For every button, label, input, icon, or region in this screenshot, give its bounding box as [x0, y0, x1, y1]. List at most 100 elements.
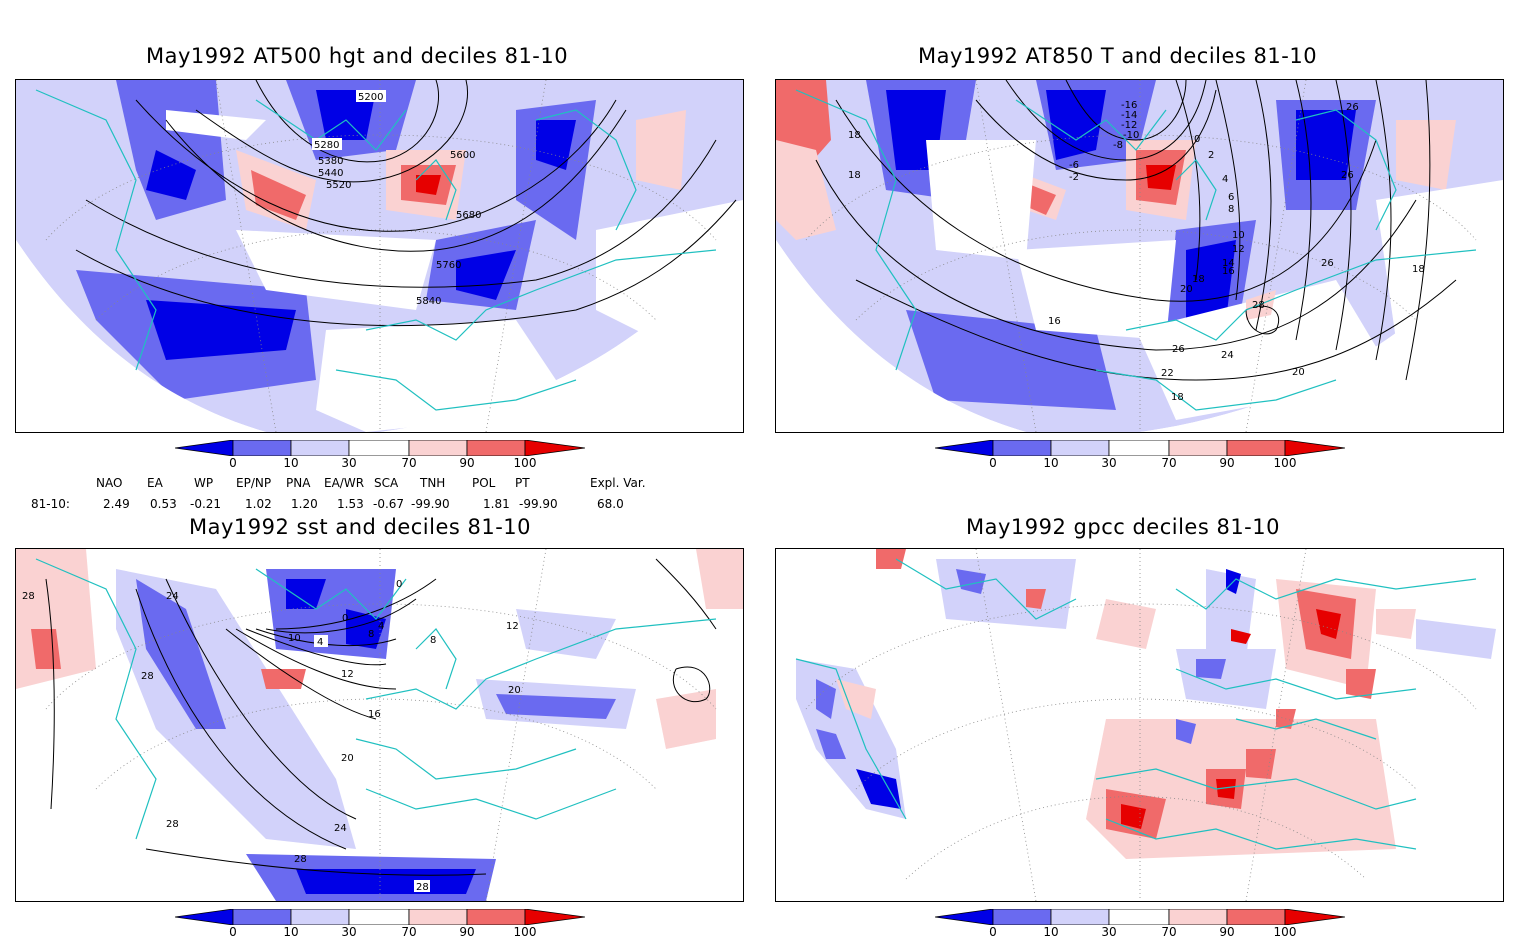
index-header: POL: [472, 476, 496, 490]
contour-label: 4: [378, 621, 384, 632]
shading-layer: [796, 549, 1496, 859]
colorbar-strip: [935, 909, 1345, 925]
colorbar-tick: 30: [1101, 925, 1117, 939]
index-value: 0.53: [150, 497, 177, 511]
colorbar-sst: 0 10 30 70 90 100: [175, 909, 585, 949]
contour-label: 18: [848, 130, 861, 141]
colorbar-tick: 90: [1219, 456, 1235, 470]
contour-label: 5380: [318, 156, 343, 167]
contour-label: 10: [1232, 230, 1245, 241]
map-panel-sst: 28 24 28 0 0 4 8 4 10 8 12 12 16 20 20 2…: [15, 548, 744, 902]
index-header: NAO: [96, 476, 123, 490]
index-value: -99.90: [519, 497, 558, 511]
contour-label: 5600: [450, 150, 475, 161]
colorbar-tick: 70: [1161, 925, 1177, 939]
index-header: WP: [194, 476, 214, 490]
coastlines: [795, 558, 1477, 850]
colorbar-tick: 0: [989, 925, 997, 939]
contour-label: 18: [1412, 264, 1425, 275]
contours: [815, 80, 1457, 381]
map-panel-at850: -16 -14 -12 -10 -8 -6 -2 0 2 4 6 8 10 12…: [775, 79, 1504, 433]
contour-label: 28: [166, 819, 179, 830]
colorbar-gpcc: 0 10 30 70 90 100: [935, 909, 1345, 949]
colorbar-tick: 30: [1101, 456, 1117, 470]
contour-label: 28: [1252, 300, 1265, 311]
contour-label: 0: [1194, 134, 1200, 145]
index-value: 1.20: [291, 497, 318, 511]
contour-label: 20: [508, 685, 521, 696]
contour-label: 28: [416, 882, 429, 893]
coastlines: [35, 558, 717, 840]
index-headers: NAO EA WP EP/NP PNA EA/WR SCA TNH POL PT…: [0, 476, 760, 492]
index-value: -0.21: [190, 497, 222, 511]
panel-title-gpcc: May1992 gpcc deciles 81-10: [966, 515, 1280, 539]
contour-label: -8: [1113, 140, 1123, 151]
contour-label: 12: [1232, 244, 1245, 255]
contour-label: -12: [1121, 120, 1137, 131]
contour-label: 28: [294, 854, 307, 865]
contour-label: 26: [1346, 102, 1359, 113]
contour-label: 12: [506, 621, 519, 632]
colorbar-tick: 10: [283, 456, 299, 470]
index-value: 68.0: [597, 497, 624, 511]
contour-label: 20: [1180, 284, 1193, 295]
contour-label: 16: [1048, 316, 1061, 327]
contour-label: 28: [141, 671, 154, 682]
graticule: [45, 549, 717, 901]
contour-label: 24: [1221, 350, 1234, 361]
colorbar-strip: [175, 909, 585, 925]
contour-label: 18: [848, 170, 861, 181]
contour-label: 20: [341, 753, 354, 764]
index-value: -99.90: [411, 497, 450, 511]
contour-label: -2: [1069, 172, 1079, 183]
contour-label: 4: [317, 637, 323, 648]
colorbar-tick: 90: [459, 925, 475, 939]
colorbar-tick: 100: [1273, 925, 1297, 939]
index-header: TNH: [420, 476, 446, 490]
contour-label: 16: [1222, 266, 1235, 277]
colorbar-at500: 0 10 30 70 90 100: [175, 440, 585, 480]
graticule: [45, 80, 717, 432]
coastlines: [35, 89, 717, 411]
contour-label: 2: [1208, 150, 1214, 161]
colorbar-tick: 70: [1161, 456, 1177, 470]
contour-labels: 5200 5280 5380 5440 5520 5600 5680 5760 …: [312, 90, 481, 307]
graticule: [805, 80, 1477, 432]
panel-title-sst: May1992 sst and deciles 81-10: [189, 515, 532, 539]
contours: [75, 80, 737, 327]
contours: [45, 558, 717, 876]
index-header: PNA: [286, 476, 311, 490]
contour-label: 5680: [456, 210, 481, 221]
index-row-label: 81-10:: [31, 497, 70, 511]
index-value: 1.53: [337, 497, 364, 511]
contour-label: 18: [1192, 274, 1205, 285]
contour-label: -10: [1123, 130, 1139, 141]
colorbar-at850: 0 10 30 70 90 100: [935, 440, 1345, 480]
contour-label: 26: [1341, 170, 1354, 181]
contour-label: 26: [1172, 344, 1185, 355]
colorbar-tick: 10: [283, 925, 299, 939]
shading-layer: [16, 80, 743, 432]
contour-label: 18: [1171, 392, 1184, 403]
contour-label: 24: [166, 591, 179, 602]
contour-label: 0: [342, 613, 348, 624]
colorbar-tick: 70: [401, 456, 417, 470]
contour-label: 10: [288, 633, 301, 644]
panel-title-at850: May1992 AT850 T and deciles 81-10: [918, 44, 1318, 68]
contour-label: 5520: [326, 180, 351, 191]
map-panel-gpcc: [775, 548, 1504, 902]
colorbar-tick: 100: [513, 925, 537, 939]
contour-label: 14: [1222, 258, 1235, 269]
index-value: -0.67: [373, 497, 405, 511]
colorbar-strip: [935, 440, 1345, 456]
coastlines: [795, 89, 1477, 411]
shading-layer: [776, 80, 1503, 432]
index-header: PT: [515, 476, 530, 490]
contour-label: 5280: [314, 140, 339, 151]
contour-label: 4: [1222, 174, 1228, 185]
panel-title-at500: May1992 AT500 hgt and deciles 81-10: [146, 44, 569, 68]
contour-label: 8: [430, 635, 436, 646]
contour-label: 20: [1292, 367, 1305, 378]
colorbar-tick: 0: [229, 925, 237, 939]
contour-label: 16: [368, 709, 381, 720]
